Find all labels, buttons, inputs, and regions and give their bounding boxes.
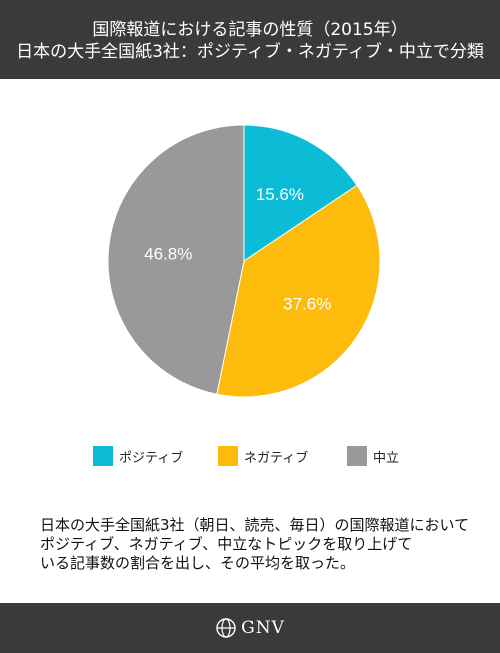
- slice-neutral: [107, 124, 245, 395]
- legend-item-neutral: 中立: [347, 446, 399, 466]
- methodology-note: 日本の大手全国紙3社（朝日、読売、毎日）の国際報道において ポジティブ、ネガティ…: [40, 516, 470, 573]
- legend-item-negative: ネガティブ: [218, 446, 308, 466]
- legend-item-positive: ポジティブ: [93, 446, 183, 466]
- chart-title: 国際報道における記事の性質（2015年）: [92, 19, 408, 40]
- legend-swatch-neutral: [347, 446, 367, 466]
- legend-label-negative: ネガティブ: [244, 450, 309, 466]
- slice-label-neutral: 46.8%: [144, 244, 192, 263]
- legend-label-neutral: 中立: [373, 450, 400, 466]
- gnv-logo: GNV: [215, 617, 285, 639]
- slice-positive: [243, 124, 358, 262]
- methodology-note-text: 日本の大手全国紙3社（朝日、読売、毎日）の国際報道において ポジティブ、ネガティ…: [40, 516, 470, 572]
- logo-text: GNV: [241, 618, 285, 638]
- pie-chart: 15.6% 37.6% 46.8%: [0, 79, 500, 429]
- legend-label-positive: ポジティブ: [119, 450, 184, 466]
- chart-subtitle: 日本の大手全国紙3社：ポジティブ・ネガティブ・中立で分類: [16, 41, 484, 62]
- slice-label-positive: 15.6%: [256, 185, 304, 204]
- globe-icon: [216, 618, 236, 638]
- legend: ポジティブ ネガティブ 中立: [0, 446, 500, 470]
- footer: GNV: [0, 603, 500, 653]
- legend-swatch-negative: [218, 446, 238, 466]
- slice-label-negative: 37.6%: [283, 294, 331, 313]
- legend-swatch-positive: [93, 446, 113, 466]
- pie-chart-svg: 15.6% 37.6% 46.8%: [107, 124, 381, 398]
- header: 国際報道における記事の性質（2015年） 日本の大手全国紙3社：ポジティブ・ネガ…: [0, 0, 500, 79]
- slice-negative: [216, 184, 381, 398]
